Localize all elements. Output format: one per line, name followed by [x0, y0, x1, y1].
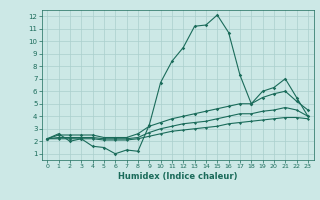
- X-axis label: Humidex (Indice chaleur): Humidex (Indice chaleur): [118, 172, 237, 181]
